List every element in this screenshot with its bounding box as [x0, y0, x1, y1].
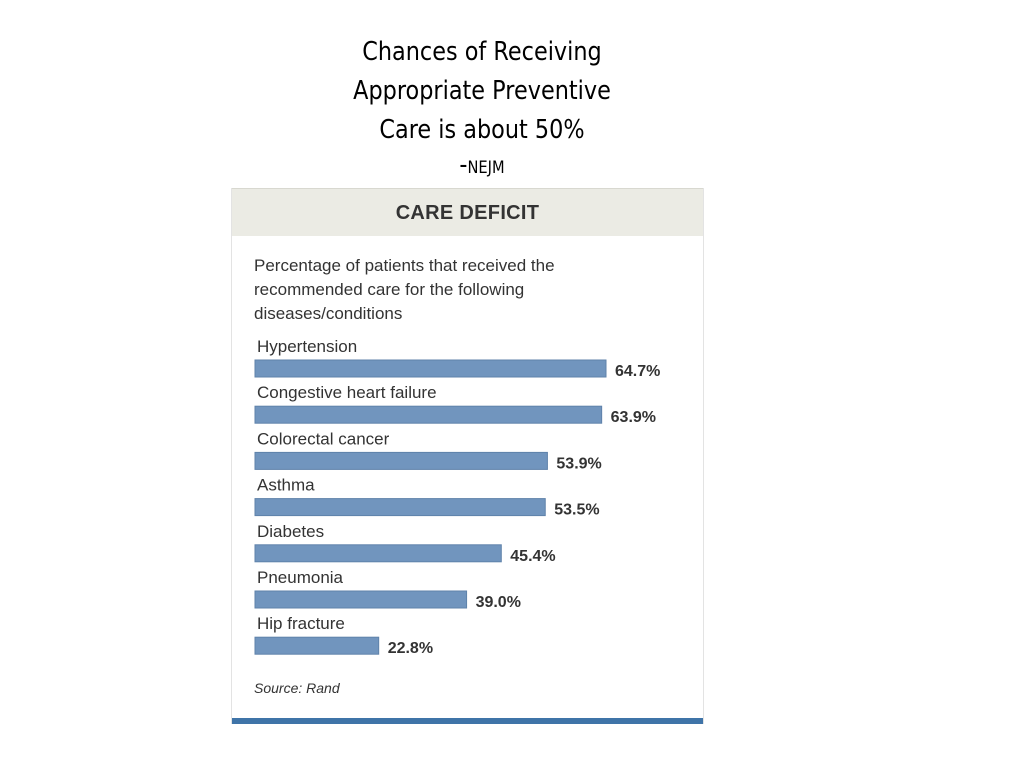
chart-subtitle-line-1: Percentage of patients that received the: [254, 256, 555, 275]
category-label-asthma: Asthma: [257, 476, 315, 495]
value-label-congestive-heart-failure: 63.9%: [611, 409, 656, 426]
slide-title-line-3: Care is about 50%: [379, 115, 585, 145]
bar-asthma: [254, 498, 546, 517]
chart-subtitle: Percentage of patients that received the…: [254, 254, 674, 326]
category-label-congestive-heart-failure: Congestive heart failure: [257, 383, 437, 402]
bar-hip-fracture: [254, 636, 380, 655]
bar-diabetes: [254, 544, 502, 563]
bar-colorectal-cancer: [254, 451, 548, 470]
chart-source: Source: Rand: [254, 680, 340, 696]
slide-title: Chances of Receiving Appropriate Prevent…: [267, 33, 697, 183]
category-label-colorectal-cancer: Colorectal cancer: [257, 429, 390, 448]
value-label-colorectal-cancer: 53.9%: [556, 455, 601, 472]
chart-panel: CARE DEFICIT Percentage of patients that…: [231, 188, 704, 724]
category-label-hip-fracture: Hip fracture: [257, 614, 345, 633]
chart-subtitle-line-3: diseases/conditions: [254, 304, 403, 323]
citation: NEJM: [467, 158, 505, 178]
category-label-pneumonia: Pneumonia: [257, 568, 344, 587]
value-label-diabetes: 45.4%: [510, 548, 555, 565]
citation-dash: -: [459, 150, 468, 180]
slide-title-line-1: Chances of Receiving: [362, 37, 602, 67]
value-label-pneumonia: 39.0%: [476, 594, 521, 611]
bar-pneumonia: [254, 590, 468, 609]
bar-hypertension: [254, 359, 607, 378]
bottom-accent-rule: [232, 718, 703, 724]
category-label-hypertension: Hypertension: [257, 337, 357, 356]
chart-title: CARE DEFICIT: [395, 202, 540, 224]
slide-title-line-2: Appropriate Preventive: [353, 76, 611, 106]
bar-chart: Hypertension 64.7% Congestive heart failur…: [254, 337, 660, 657]
value-label-asthma: 53.5%: [554, 502, 599, 519]
bar-congestive-heart-failure: [254, 405, 603, 424]
category-label-diabetes: Diabetes: [257, 522, 324, 541]
chart-subtitle-line-2: recommended care for the following: [254, 280, 525, 299]
citation-line: -NEJM: [267, 150, 697, 183]
value-label-hip-fracture: 22.8%: [388, 640, 433, 657]
value-label-hypertension: 64.7%: [615, 363, 660, 380]
chart-header: CARE DEFICIT: [232, 188, 703, 236]
